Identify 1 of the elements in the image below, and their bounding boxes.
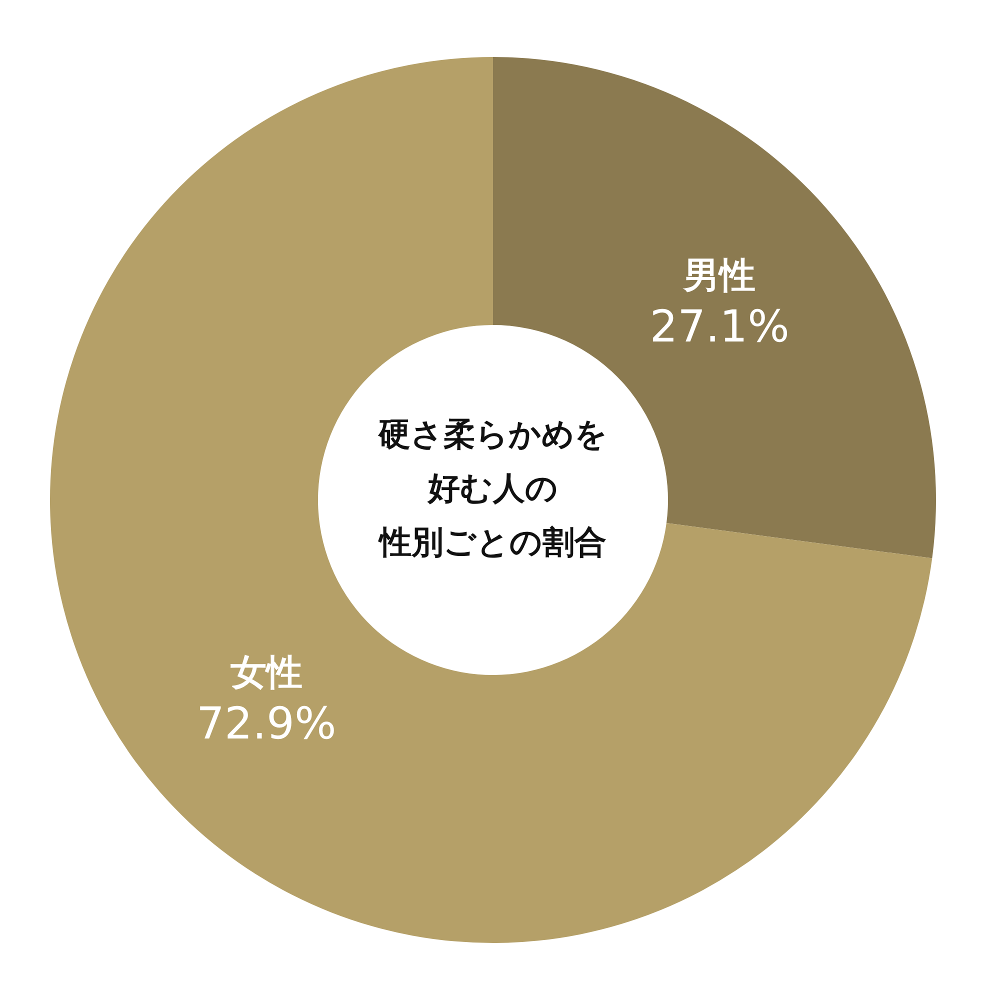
title: 硬さ柔らかめを好む人の性別ごとの割合 (378, 414, 608, 561)
